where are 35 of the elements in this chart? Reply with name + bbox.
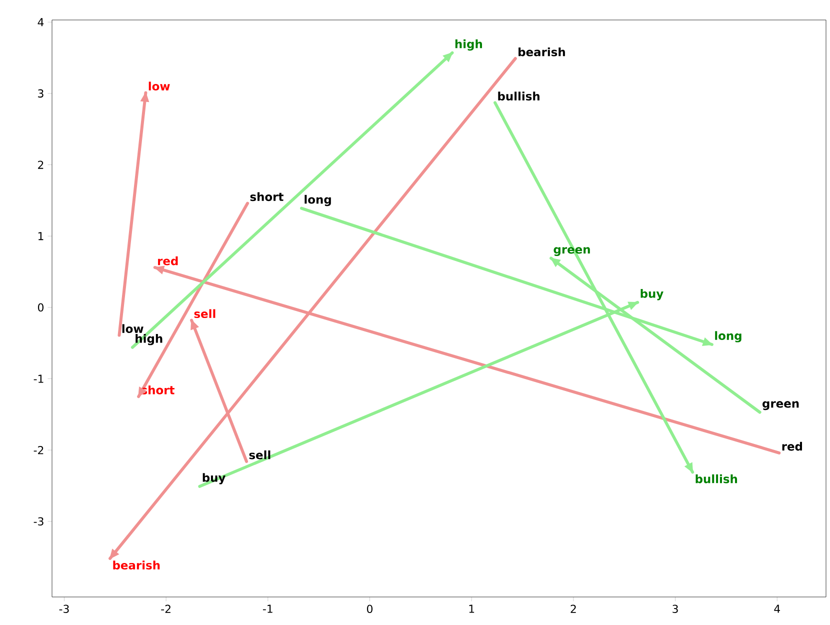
annotation: bullish — [696, 474, 738, 484]
annotation: bullish — [498, 92, 540, 101]
y-tick-label: -3 — [34, 517, 44, 526]
annotation: high — [455, 39, 482, 51]
annotation: green — [554, 247, 590, 256]
annotation: long — [715, 331, 742, 342]
x-tick-label: -1 — [262, 604, 272, 613]
x-tick-label: -2 — [161, 604, 170, 613]
y-tick-label: 3 — [38, 89, 44, 98]
x-tick-label: 4 — [774, 604, 780, 613]
x-tick-label: 3 — [672, 604, 678, 614]
y-tick-label: 1 — [38, 232, 44, 240]
annotation: low — [122, 324, 144, 334]
annotation: red — [782, 442, 802, 451]
y-tick-label: -2 — [34, 446, 44, 454]
y-tick-label: 4 — [38, 18, 44, 26]
x-tick-label: -3 — [59, 604, 69, 614]
annotation: short — [250, 192, 284, 202]
annotation: buy — [640, 289, 664, 300]
annotation: green — [762, 401, 799, 410]
x-tick-label: 1 — [469, 604, 474, 613]
annotation: bearish — [113, 560, 160, 570]
annotation: bearish — [518, 47, 565, 56]
annotation: sell — [249, 450, 270, 460]
annotation: red — [158, 256, 178, 266]
y-tick-label: 2 — [38, 160, 44, 169]
annotation: high — [136, 334, 162, 346]
annotation: low — [148, 82, 170, 91]
x-tick-label: 0 — [366, 604, 373, 614]
annotation: sell — [194, 309, 216, 318]
y-tick-label: -1 — [34, 374, 44, 383]
y-tick-label: 0 — [38, 303, 44, 312]
annotation: long — [304, 194, 331, 206]
annotation: buy — [202, 473, 226, 484]
x-tick-label: 2 — [570, 604, 576, 613]
